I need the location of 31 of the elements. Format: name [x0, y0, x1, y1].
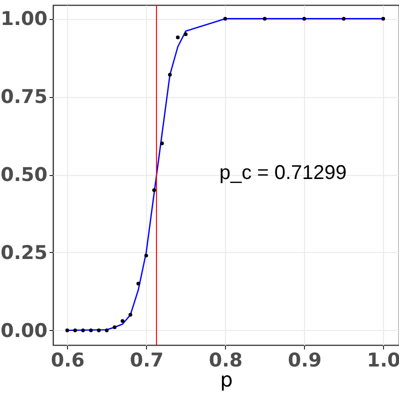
point: [136, 282, 140, 286]
point: [120, 319, 124, 323]
point: [223, 16, 228, 21]
point: [144, 254, 148, 258]
point: [184, 32, 188, 36]
point: [160, 142, 164, 146]
x-tick-label: 0.7: [130, 350, 164, 372]
point: [381, 16, 386, 21]
point: [81, 328, 85, 332]
point: [65, 328, 70, 332]
point: [152, 188, 156, 192]
x-tick-label: 0.6: [50, 350, 85, 372]
y-tick-label: 0.00: [0, 320, 48, 342]
y-tick-label: 0.25: [0, 242, 48, 264]
point: [176, 36, 180, 40]
point: [128, 312, 132, 317]
annotation: p_c = 0.71299: [219, 162, 347, 184]
line-series: [66, 18, 384, 332]
point: [89, 328, 93, 332]
x-tick-label: 0.9: [288, 350, 322, 372]
point: [342, 16, 346, 21]
point: [96, 328, 101, 332]
y-tick-label: 0.50: [0, 164, 48, 186]
y-tick-label: 1.00: [0, 8, 48, 30]
point: [112, 325, 116, 330]
point: [262, 16, 267, 21]
point: [104, 328, 109, 332]
point: [73, 328, 77, 332]
point: [302, 16, 306, 21]
y-tick-label: 0.75: [0, 86, 48, 108]
point: [168, 72, 172, 77]
